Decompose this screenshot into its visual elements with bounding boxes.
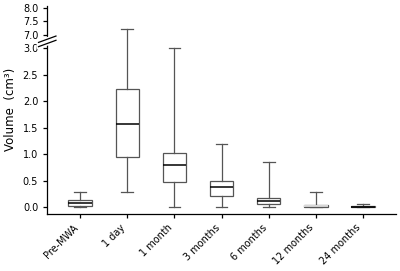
PathPatch shape <box>163 153 186 182</box>
Y-axis label: Volume  (cm³): Volume (cm³) <box>4 68 17 151</box>
PathPatch shape <box>304 205 328 207</box>
PathPatch shape <box>257 198 280 204</box>
PathPatch shape <box>351 206 375 207</box>
PathPatch shape <box>210 181 233 196</box>
PathPatch shape <box>116 89 139 157</box>
PathPatch shape <box>68 201 92 206</box>
